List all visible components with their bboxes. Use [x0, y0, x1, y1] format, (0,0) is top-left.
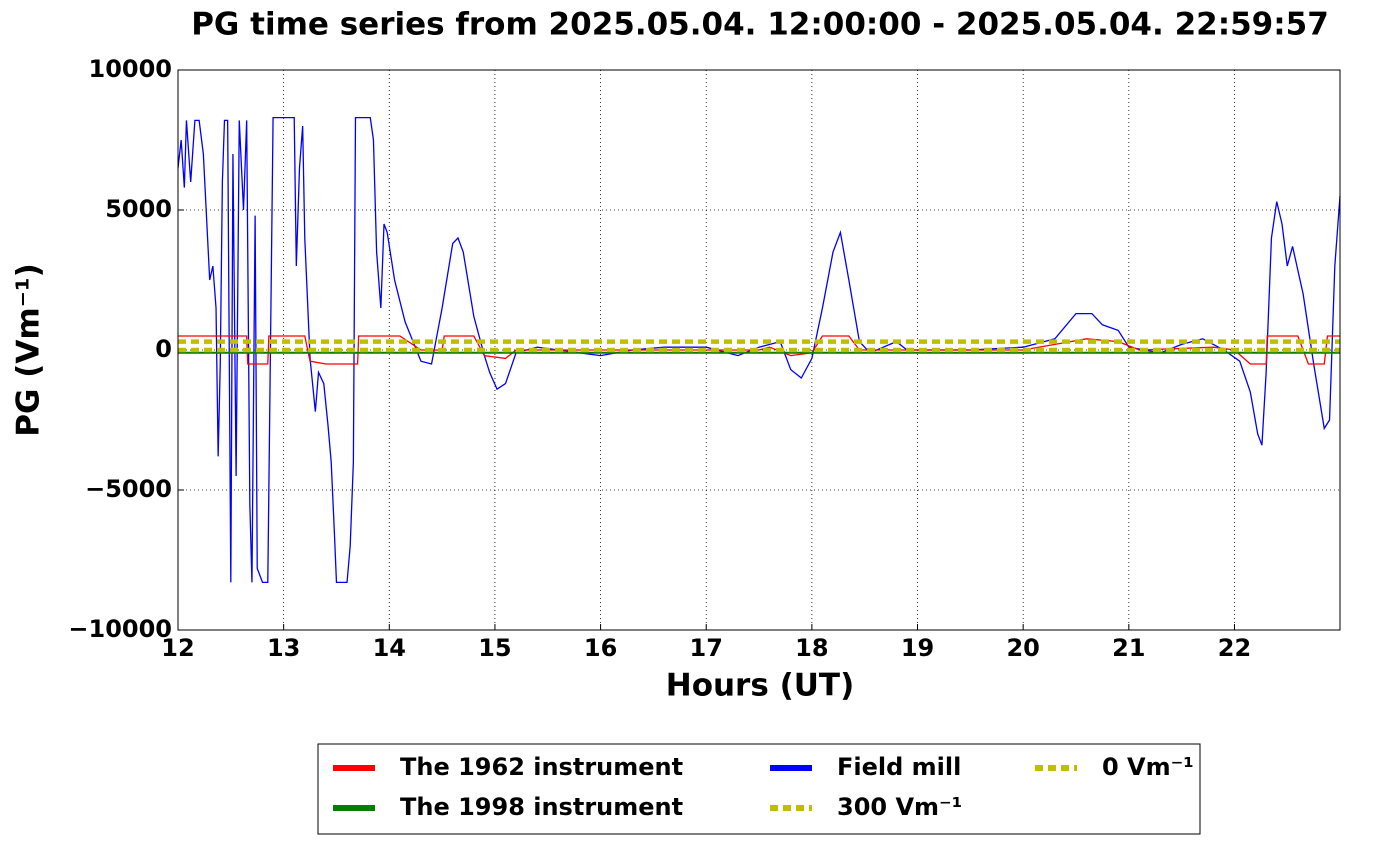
x-tick-label: 15: [478, 634, 511, 662]
legend-label: 300 Vm⁻¹: [837, 793, 962, 821]
y-tick-label: −5000: [85, 475, 172, 503]
x-tick-label: 18: [795, 634, 828, 662]
x-tick-label: 12: [161, 634, 194, 662]
y-axis-label: PG (Vm⁻¹): [11, 263, 47, 437]
y-tick-label: 10000: [89, 55, 173, 83]
legend-box: [317, 743, 1201, 835]
x-axis-label: Hours (UT): [666, 668, 855, 704]
legend-label: The 1998 instrument: [400, 793, 683, 821]
y-tick-label: 0: [155, 335, 172, 363]
x-tick-label: 22: [1218, 634, 1251, 662]
x-tick-label: 14: [373, 634, 406, 662]
x-tick-label: 16: [584, 634, 617, 662]
y-tick-label: −10000: [68, 615, 172, 643]
x-tick-label: 21: [1112, 634, 1145, 662]
plot-frame: [177, 69, 1341, 631]
legend-label: Field mill: [837, 753, 961, 781]
legend-label: The 1962 instrument: [400, 753, 683, 781]
chart-title: PG time series from 2025.05.04. 12:00:00…: [191, 7, 1329, 43]
legend-label: 0 Vm⁻¹: [1102, 753, 1194, 781]
x-tick-label: 17: [690, 634, 723, 662]
x-tick-label: 20: [1006, 634, 1039, 662]
y-tick-label: 5000: [105, 195, 172, 223]
x-tick-label: 19: [901, 634, 934, 662]
x-tick-label: 13: [267, 634, 300, 662]
